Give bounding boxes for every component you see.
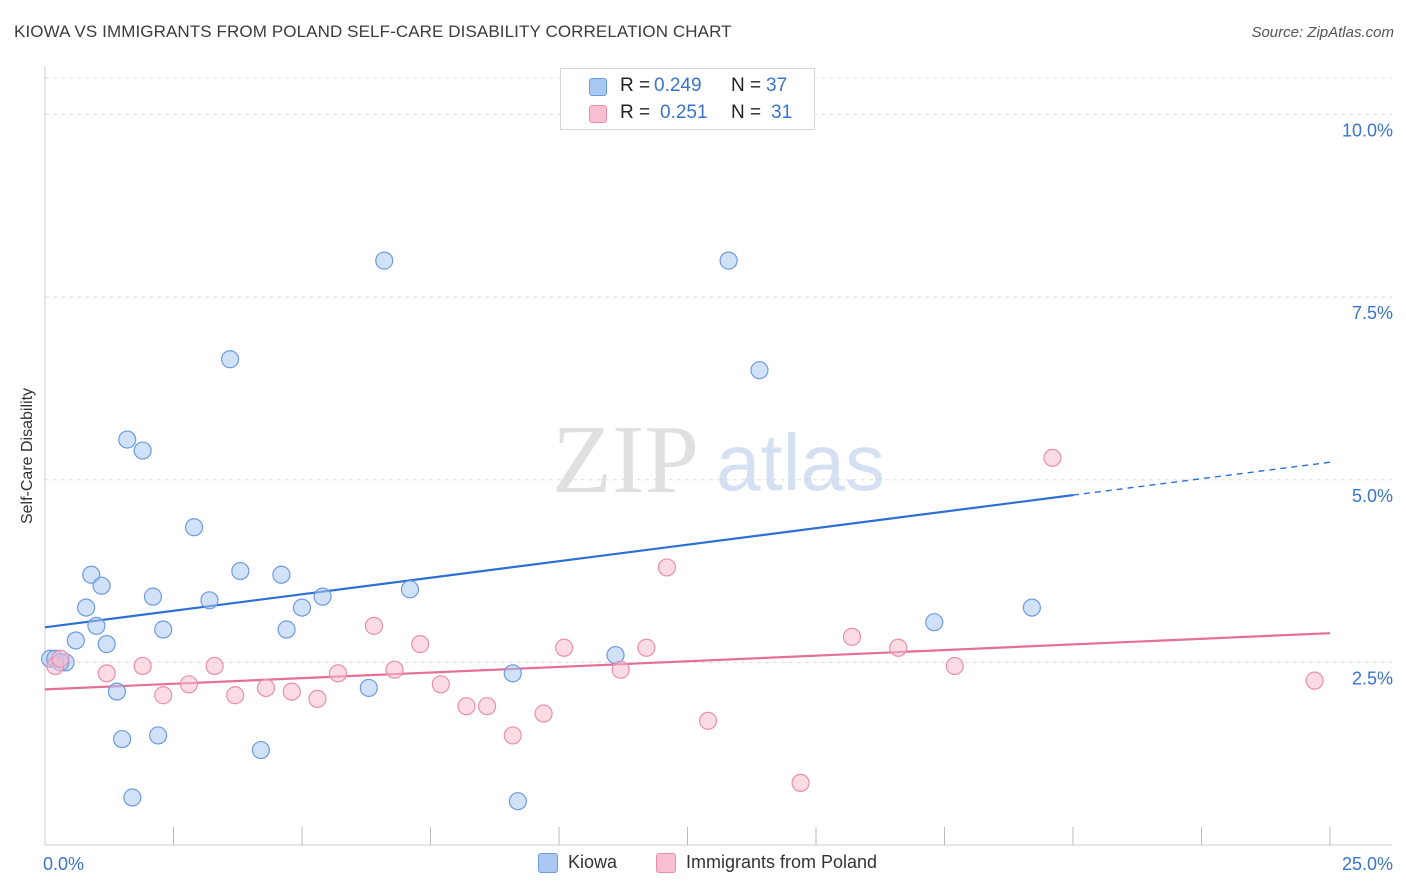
poland-point	[791, 773, 810, 793]
poland-point	[205, 656, 224, 676]
kiowa-point	[184, 518, 204, 537]
poland-point	[657, 558, 677, 577]
y-tick-label: 2.5%	[1352, 668, 1393, 688]
poland-point	[179, 675, 199, 694]
kiowa-point	[143, 587, 163, 606]
poland-point	[842, 627, 862, 646]
poland-point	[364, 616, 384, 635]
poland-point	[555, 638, 574, 657]
kiowa-r-value: 0.249	[654, 75, 702, 96]
kiowa-point	[313, 587, 332, 606]
poland-point	[282, 682, 301, 701]
watermark: ZIP atlas	[552, 406, 885, 514]
kiowa-point	[272, 565, 291, 584]
poland-point	[133, 656, 152, 676]
kiowa-n-value: 37	[766, 75, 788, 96]
poland-n-value: 31	[771, 102, 793, 123]
kiowa-point	[251, 740, 270, 760]
kiowa-point	[1022, 598, 1041, 617]
poland-point	[457, 697, 476, 716]
kiowa-point	[750, 361, 769, 380]
poland-point	[637, 638, 656, 657]
poland-point	[534, 704, 553, 723]
poland-point	[611, 660, 630, 679]
kiowa-point	[148, 726, 168, 745]
poland-trend-line	[44, 632, 1331, 691]
kiowa-point	[375, 251, 394, 270]
r-label: R =	[620, 75, 651, 96]
kiowa-point	[359, 678, 378, 698]
kiowa-point	[925, 613, 944, 632]
poland-point	[503, 726, 522, 745]
y-tick-label: 10.0%	[1342, 121, 1393, 141]
kiowa-point	[87, 616, 106, 635]
poland-point	[945, 656, 964, 676]
kiowa-point	[123, 788, 142, 807]
poland-point	[431, 675, 450, 694]
poland-point	[889, 638, 908, 657]
kiowa-point	[112, 729, 132, 749]
kiowa-swatch	[589, 78, 607, 96]
y-tick-label: 7.5%	[1352, 303, 1393, 323]
poland-point	[154, 686, 173, 705]
watermark-atlas: atlas	[716, 418, 885, 507]
poland-point	[477, 697, 497, 716]
n-label: N =	[731, 102, 762, 123]
poland-point	[226, 686, 245, 705]
poland-point	[256, 678, 276, 698]
kiowa-point	[133, 441, 152, 460]
kiowa-point	[400, 580, 420, 599]
data-points	[41, 251, 1324, 811]
kiowa-point	[66, 631, 85, 650]
correlation-legend: R = 0.249 N = 37 R = 0.251 N = 31	[560, 68, 815, 130]
poland-point	[698, 711, 718, 730]
kiowa-point	[107, 682, 127, 701]
poland-point	[51, 649, 70, 668]
poland-point	[1043, 448, 1062, 467]
poland-point	[385, 660, 404, 679]
kiowa-trend-line	[44, 494, 1074, 629]
kiowa-point	[503, 664, 522, 683]
poland-swatch	[589, 105, 607, 123]
poland-point	[328, 664, 348, 683]
kiowa-point	[77, 598, 96, 617]
kiowa-point	[92, 576, 111, 595]
x-tick-label: 0.0%	[43, 854, 84, 874]
x-tick-label: 25.0%	[1342, 854, 1393, 874]
kiowa-point	[154, 620, 173, 639]
chart-title: KIOWA VS IMMIGRANTS FROM POLAND SELF-CAR…	[14, 22, 732, 41]
y-tick-label: 5.0%	[1352, 486, 1393, 506]
kiowa-point	[231, 561, 250, 581]
kiowa-point	[118, 430, 137, 449]
poland-legend-swatch	[656, 853, 676, 873]
axes	[44, 66, 1392, 846]
n-label: N =	[731, 75, 762, 96]
kiowa-point	[220, 350, 240, 369]
poland-point	[411, 635, 430, 654]
kiowa-point	[200, 591, 219, 610]
poland-point	[308, 689, 327, 709]
kiowa-legend-swatch	[538, 853, 558, 873]
poland-point	[1305, 671, 1324, 690]
kiowa-point	[719, 251, 738, 270]
kiowa-trend-line-extension	[1072, 461, 1331, 496]
r-label: R =	[620, 102, 651, 123]
source-label: Source: ZipAtlas.com	[1251, 24, 1394, 41]
poland-legend-label: Immigrants from Poland	[686, 852, 878, 872]
kiowa-legend-label: Kiowa	[568, 852, 618, 872]
tick-labels: 2.5% 5.0% 7.5% 10.0% 0.0% 25.0%	[43, 121, 1393, 874]
kiowa-point	[292, 598, 312, 617]
poland-r-value: 0.251	[660, 102, 708, 123]
kiowa-point	[277, 620, 296, 639]
kiowa-point	[508, 792, 527, 811]
poland-point	[97, 664, 116, 683]
watermark-zip: ZIP	[552, 406, 699, 514]
kiowa-point	[97, 635, 116, 654]
